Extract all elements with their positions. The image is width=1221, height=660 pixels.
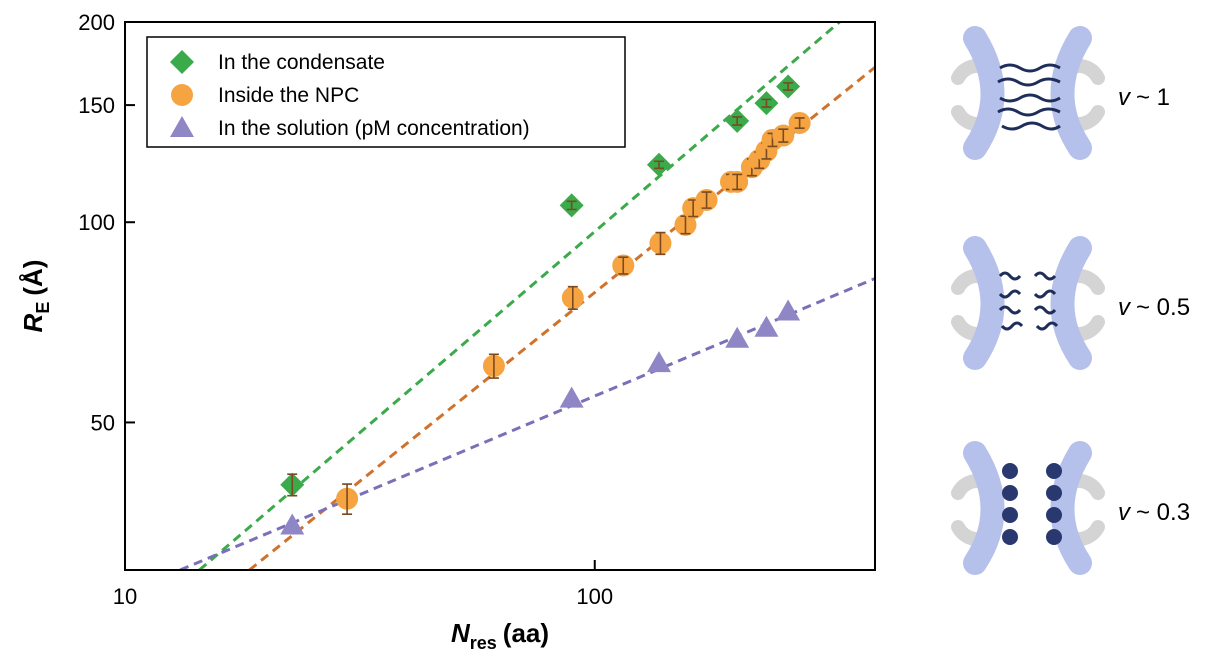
panel-labels: v ~ 1v ~ 0.5v ~ 0.3 [1118,84,1190,526]
marker-circle [171,84,193,106]
error-bar [783,82,794,91]
panel-var: v [1118,294,1132,321]
plot-frame [124,21,876,571]
panel-label: v ~ 1 [1118,84,1170,111]
error-bar [701,191,712,209]
marker-triangle [646,351,671,373]
y-tick-label: 50 [91,410,115,435]
pore-schematic [951,236,1105,370]
fit-line [179,277,875,570]
series [336,111,811,515]
series [280,74,801,497]
marker-triangle [280,513,305,535]
marker-triangle [776,299,801,321]
x-label-main: N [451,618,471,648]
marker-diamond [170,50,194,74]
x-label-unit: (aa) [503,618,549,648]
marker-triangle [725,326,750,348]
error-bar [618,256,629,275]
panel-text: ~ 0.3 [1136,499,1190,526]
panel-var: v [1118,84,1132,111]
error-bar [655,231,666,256]
panel-text: ~ 1 [1136,84,1170,111]
x-label-sub: res [470,633,497,653]
panel-label: v ~ 0.5 [1118,294,1190,321]
panel-var: v [1118,499,1132,526]
y-label-unit: (Å) [18,260,48,296]
pore-schematic [951,441,1105,575]
error-bar [342,483,353,515]
y-tick-label: 100 [78,210,115,235]
x-tick-label: 100 [576,584,613,609]
panel-text: ~ 0.5 [1136,294,1190,321]
y-label-main: R [18,313,48,332]
x-tick-label: 10 [113,584,137,609]
y-axis-label: RE (Å) [18,260,53,333]
error-bar [794,117,805,129]
plot: 10 100 50 100 150 200 In the condensate Inside … [78,10,875,609]
legend-label: In the condensate [218,51,385,74]
error-bar [732,173,743,191]
marker-triangle [559,386,584,408]
fit-line [198,22,841,570]
legend: In the condensate Inside the NPC In the so… [146,36,626,148]
error-bar [761,98,772,108]
panel-label: v ~ 0.3 [1118,499,1190,526]
legend-box [146,36,626,148]
error-bar [653,160,664,170]
y-label-sub: E [33,302,53,314]
error-bar [732,116,743,126]
error-bar [287,473,298,497]
error-bar [488,353,499,379]
x-axis-label: Nres (aa) [451,618,549,653]
legend-label: In the solution (pM concentration) [218,117,530,140]
marker-triangle [170,116,194,137]
error-bar [566,200,577,211]
y-tick-label: 200 [78,10,115,35]
marker-triangle [754,315,779,337]
legend-label: Inside the NPC [218,84,359,107]
error-bar [778,128,789,143]
series [280,299,801,535]
pore-schematic [951,26,1105,160]
error-bar [567,285,578,310]
y-tick-label: 150 [78,93,115,118]
